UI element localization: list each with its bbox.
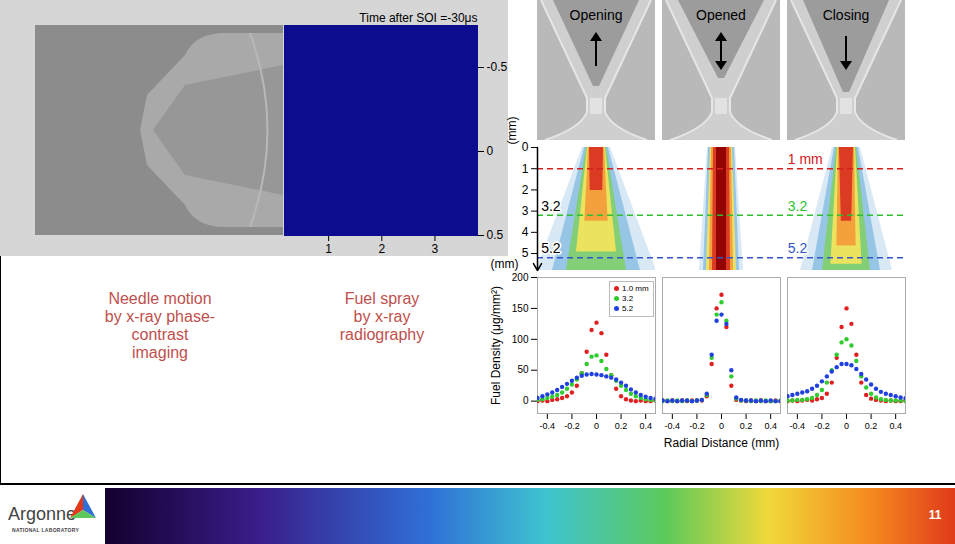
- svg-text:-0.5: -0.5: [487, 60, 508, 74]
- html-text:Argonne: Argonne: [8, 504, 77, 524]
- svg-text:200: 200: [512, 272, 529, 283]
- svg-text:50: 50: [517, 364, 529, 375]
- html-text:radiography: radiography: [339, 326, 425, 343]
- svg-text:0.2: 0.2: [615, 421, 628, 431]
- svg-text:5.2: 5.2: [788, 240, 808, 256]
- svg-text:-0.2: -0.2: [814, 421, 830, 431]
- svg-text:1: 1: [522, 162, 529, 176]
- svg-text:0: 0: [719, 421, 724, 431]
- svg-text:3.2: 3.2: [541, 198, 561, 214]
- svg-text:5.2: 5.2: [541, 240, 561, 256]
- svg-text:2: 2: [522, 183, 529, 197]
- svg-text:-0.4: -0.4: [665, 421, 681, 431]
- svg-text:Fuel Density (μg/mm²): Fuel Density (μg/mm²): [489, 286, 503, 405]
- svg-text:0.5: 0.5: [487, 228, 504, 242]
- html-text:1.0 mm: 1.0 mm: [622, 284, 649, 293]
- svg-text:0.4: 0.4: [764, 421, 777, 431]
- svg-text:100: 100: [512, 334, 529, 345]
- html-text:5.2: 5.2: [622, 304, 634, 313]
- html-text:Fuel spray: Fuel spray: [344, 290, 420, 307]
- svg-text:0: 0: [522, 140, 529, 154]
- html-text:3.2: 3.2: [622, 294, 634, 303]
- html-text:NATIONAL LABORATORY: NATIONAL LABORATORY: [12, 527, 80, 533]
- svg-text:4: 4: [522, 225, 529, 239]
- svg-text:0.2: 0.2: [740, 421, 753, 431]
- svg-text:-0.4: -0.4: [540, 421, 556, 431]
- svg-text:1: 1: [325, 242, 332, 256]
- svg-text:3: 3: [432, 242, 439, 256]
- svg-text:0: 0: [844, 421, 849, 431]
- svg-text:0: 0: [523, 395, 529, 406]
- svg-text:5: 5: [522, 246, 529, 260]
- svg-text:0: 0: [487, 144, 494, 158]
- svg-text:0.4: 0.4: [639, 421, 652, 431]
- svg-text:0: 0: [594, 421, 599, 431]
- svg-text:-0.4: -0.4: [790, 421, 806, 431]
- html-text:by x-ray phase-: by x-ray phase-: [104, 308, 216, 325]
- svg-text:-0.2: -0.2: [689, 421, 705, 431]
- html-text:Needle motion: Needle motion: [108, 290, 212, 307]
- html-text:11: 11: [928, 508, 942, 522]
- svg-text:-0.2: -0.2: [564, 421, 580, 431]
- svg-text:3: 3: [522, 204, 529, 218]
- svg-text:2: 2: [378, 242, 385, 256]
- svg-text:3.2: 3.2: [788, 198, 808, 214]
- html-text:imaging: imaging: [132, 344, 188, 361]
- svg-text:0.4: 0.4: [889, 421, 902, 431]
- svg-text:150: 150: [512, 303, 529, 314]
- html-text:by x-ray: by x-ray: [353, 308, 411, 325]
- svg-text:Opened: Opened: [696, 7, 746, 23]
- svg-text:(mm): (mm): [491, 257, 519, 271]
- html-text:contrast: contrast: [131, 326, 189, 343]
- svg-text:Radial Distance (mm): Radial Distance (mm): [664, 436, 779, 450]
- svg-text:1 mm: 1 mm: [788, 151, 823, 167]
- svg-text:Closing: Closing: [823, 7, 870, 23]
- svg-text:0.2: 0.2: [865, 421, 878, 431]
- svg-text:Opening: Opening: [570, 7, 623, 23]
- svg-text:(mm): (mm): [505, 117, 519, 145]
- svg-text:Time after SOI =-30μs: Time after SOI =-30μs: [359, 11, 477, 25]
